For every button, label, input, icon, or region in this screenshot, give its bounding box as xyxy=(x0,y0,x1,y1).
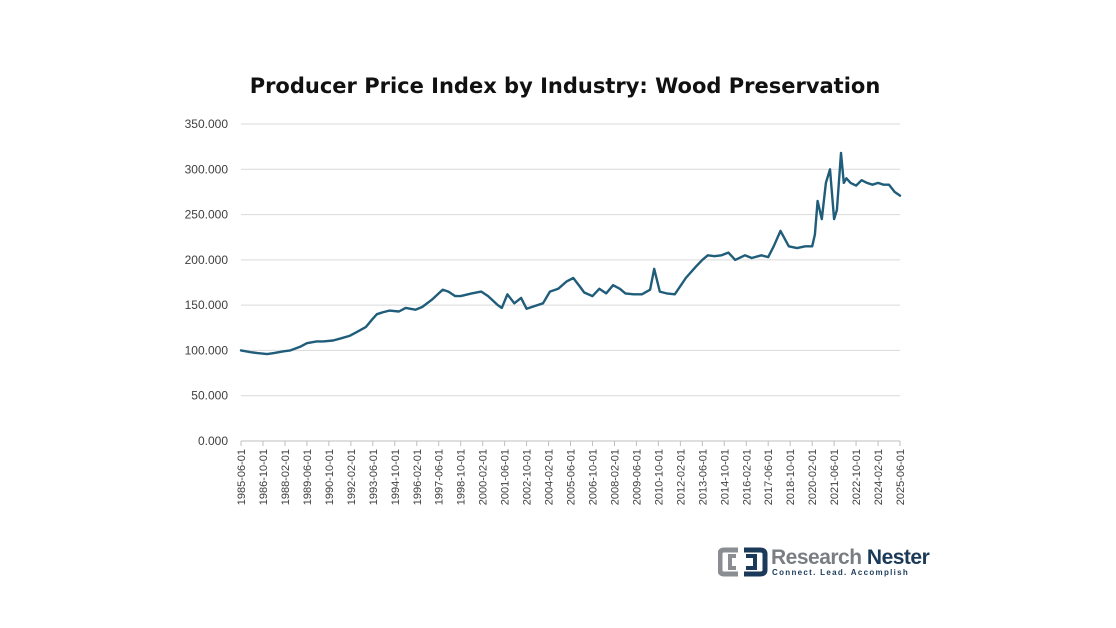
x-tick-label: 2014-10-01 xyxy=(719,449,731,505)
x-tick-label: 2002-10-01 xyxy=(522,449,534,505)
gridlines xyxy=(241,123,900,397)
research-nester-logo-icon xyxy=(718,547,768,577)
y-tick-label: 50.000 xyxy=(191,389,228,403)
chart-title: Producer Price Index by Industry: Wood P… xyxy=(249,74,881,98)
x-tick-label: 1997-06-01 xyxy=(434,449,446,505)
x-tick-label: 2012-02-01 xyxy=(675,449,687,505)
x-tick-label: 1985-06-01 xyxy=(236,449,248,505)
x-axis-tick-labels: 1985-06-01 1986-10-01 1988-02-01 1989-06-01… xyxy=(236,449,907,505)
y-tick-label: 300.000 xyxy=(185,162,229,176)
series-group xyxy=(239,151,902,356)
x-tick-label: 2001-06-01 xyxy=(500,449,512,505)
x-tick-label: 2013-06-01 xyxy=(697,449,709,505)
logo-name: Research Nester xyxy=(771,546,930,570)
y-tick-label: 0.000 xyxy=(198,434,228,448)
logo-name-part1: Research xyxy=(771,546,862,569)
x-tick-label: 1998-10-01 xyxy=(456,449,468,505)
x-tick-label: 1989-06-01 xyxy=(302,449,314,505)
logo-tagline: Connect. Lead. Accomplish xyxy=(772,568,910,577)
x-tick-label: 1993-06-01 xyxy=(368,449,380,505)
x-tick-label: 1996-02-01 xyxy=(412,449,424,505)
x-tick-label: 2004-02-01 xyxy=(544,449,556,505)
x-tick-label: 2010-10-01 xyxy=(653,449,665,505)
logo-name-part2: Nester xyxy=(861,546,930,569)
x-axis xyxy=(240,440,901,446)
y-tick-label: 250.000 xyxy=(185,208,229,222)
x-tick-label: 2008-02-01 xyxy=(609,449,621,505)
x-tick-label: 2024-02-01 xyxy=(873,449,885,505)
x-tick-label: 2022-10-01 xyxy=(851,449,863,505)
x-tick-label: 2017-06-01 xyxy=(763,449,775,505)
x-tick-label: 1992-02-01 xyxy=(346,449,358,505)
x-tick-label: 1994-10-01 xyxy=(390,449,402,505)
research-nester-logo: Research Nester Connect. Lead. Accomplis… xyxy=(718,546,930,580)
y-tick-label: 150.000 xyxy=(185,298,229,312)
y-axis-tick-labels: 0.000 50.000 100.000 150.000 200.000 250.000 3… xyxy=(185,117,229,448)
x-tick-label: 2006-10-01 xyxy=(587,449,599,505)
x-tick-label: 2025-06-01 xyxy=(895,449,907,505)
y-tick-label: 100.000 xyxy=(185,343,229,357)
x-tick-label: 2021-06-01 xyxy=(829,449,841,505)
x-tick-label: 2005-06-01 xyxy=(566,449,578,505)
x-tick-label: 1988-02-01 xyxy=(280,449,292,505)
x-tick-label: 2020-02-01 xyxy=(807,449,819,505)
y-tick-label: 200.000 xyxy=(185,253,229,267)
x-tick-label: 1990-10-01 xyxy=(324,449,336,505)
x-tick-label: 2009-06-01 xyxy=(631,449,643,505)
x-tick-label: 1986-10-01 xyxy=(258,449,270,505)
x-tick-label: 2018-10-01 xyxy=(785,449,797,505)
x-tick-label: 2000-02-01 xyxy=(478,449,490,505)
x-tick-label: 2016-02-01 xyxy=(741,449,753,505)
series-line xyxy=(239,151,902,356)
y-tick-label: 350.000 xyxy=(185,117,229,131)
